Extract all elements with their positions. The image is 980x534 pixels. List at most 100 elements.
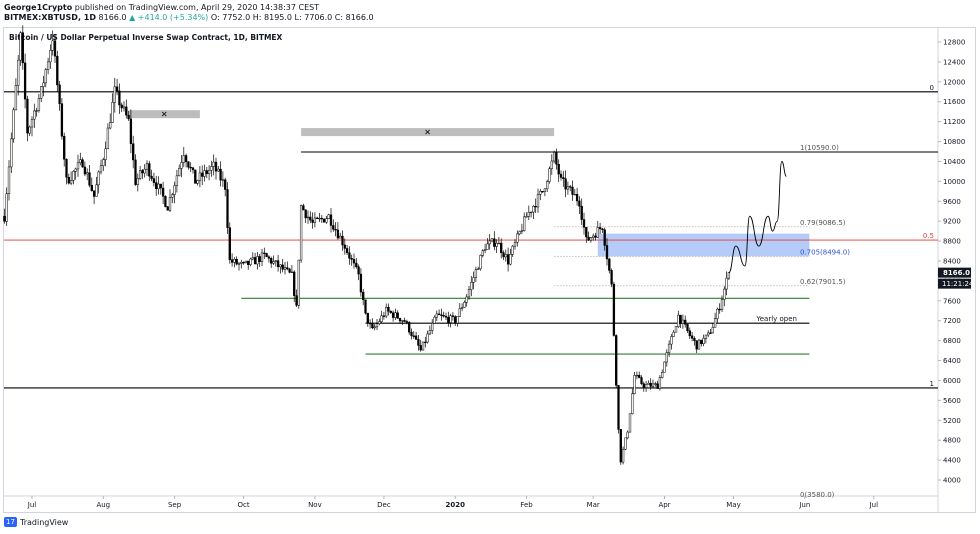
candle-body-down: [585, 227, 588, 238]
candle-body-up: [456, 316, 459, 324]
candle: [184, 153, 188, 168]
candle: [518, 230, 521, 236]
candle-body-down: [164, 196, 167, 207]
price-tick-label: 5600: [943, 397, 961, 405]
time-tick-label: Nov: [308, 501, 322, 509]
golden-pocket-zone[interactable]: [597, 233, 810, 257]
candle-body-down: [127, 114, 130, 120]
candle: [573, 189, 576, 196]
candle: [164, 195, 167, 208]
candle-body-down: [309, 216, 312, 221]
candle-body-up: [654, 383, 657, 385]
candle-body-up: [633, 375, 636, 394]
candle-body-up: [138, 170, 142, 179]
candle: [394, 308, 397, 321]
candle: [628, 413, 632, 433]
current-price-tag[interactable]: 8166.0 11:21:24: [938, 267, 974, 289]
candle-body-up: [573, 194, 576, 196]
candle-body-up: [497, 242, 501, 245]
candle-body-down: [605, 245, 609, 260]
candle: [17, 55, 20, 96]
candle: [447, 311, 450, 327]
tradingview-logo-icon[interactable]: 17: [4, 517, 17, 527]
candle: [23, 53, 27, 109]
candle-body-down: [578, 200, 581, 207]
tradingview-brand[interactable]: TradingView: [20, 517, 69, 527]
price-tick-label: 10400: [943, 158, 965, 166]
candle-body-down: [555, 152, 558, 165]
marker-bar[interactable]: [301, 128, 555, 137]
candle-body-up: [306, 216, 310, 219]
candle-body-up: [212, 161, 215, 167]
candle: [309, 211, 312, 224]
candle: [391, 310, 395, 322]
publish-line: published on TradingView.com, April 29, …: [74, 3, 320, 12]
candle: [217, 165, 220, 172]
candle-body-up: [548, 168, 551, 182]
candle-body-down: [391, 312, 395, 318]
symbol-name[interactable]: BITMEX:XBTUSD, 1D: [4, 13, 96, 22]
time-tick-label: Aug: [96, 501, 110, 509]
candle: [601, 227, 604, 234]
candle-body-up: [589, 237, 593, 241]
candle: [585, 226, 588, 243]
candle-body-up: [249, 258, 252, 265]
candle: [318, 212, 321, 222]
level-label: 0: [930, 84, 934, 92]
time-axis[interactable]: Jul Aug Sep Oct Nov Dec 2020 Feb Mar Apr May Jun Jul: [4, 495, 938, 509]
candle: [631, 388, 634, 415]
candle-body-up: [520, 230, 524, 232]
candle-series[interactable]: [3, 25, 731, 465]
candle-body-down: [23, 62, 27, 100]
candle-body-down: [559, 173, 563, 178]
candle: [608, 257, 611, 274]
candle-body-up: [378, 321, 381, 324]
candle: [299, 204, 303, 263]
candle-body-up: [76, 162, 80, 170]
candle-body-down: [638, 374, 641, 378]
author-name[interactable]: George1Crypto: [4, 3, 73, 12]
horizontal-levels[interactable]: 0 0.5 Yearly open 1: [4, 84, 938, 389]
candle: [589, 237, 593, 243]
projection-path[interactable]: [728, 161, 787, 274]
candle: [322, 218, 326, 223]
candle: [109, 113, 112, 130]
candle-body-down: [150, 175, 153, 179]
candle: [580, 198, 583, 225]
candle-body-down: [424, 341, 427, 344]
candle: [95, 176, 98, 197]
candle: [686, 323, 689, 333]
candle-body-up: [426, 333, 429, 343]
candle-body-up: [566, 186, 570, 190]
candle: [511, 244, 514, 257]
price-tick-label: 11600: [943, 98, 965, 106]
marker-bar[interactable]: [128, 110, 200, 119]
candle: [435, 310, 438, 322]
candle-body-up: [713, 318, 717, 328]
candle: [677, 310, 680, 329]
candle: [493, 231, 496, 251]
candle-body-up: [109, 122, 112, 129]
candle-body-up: [658, 377, 662, 389]
price-tick-label: 8400: [943, 258, 961, 266]
candle-body-up: [297, 259, 300, 306]
candle: [716, 307, 719, 323]
time-tick-label: Mar: [587, 501, 600, 509]
candle-body-down: [454, 316, 457, 324]
candle: [336, 222, 340, 240]
candle-body-up: [173, 185, 176, 195]
candle-body-up: [511, 245, 514, 255]
candle: [311, 212, 314, 229]
fib-retracement[interactable]: 1(10590.0) 0.79(9086.5) 0.705(8494.0) 0.62(…: [554, 144, 850, 499]
candle-body-up: [518, 231, 521, 235]
candle-body-up: [677, 314, 680, 328]
candle: [460, 303, 464, 312]
candle-body-down: [444, 315, 448, 318]
price-tag-box: [938, 267, 971, 278]
candle: [97, 170, 100, 194]
candle: [504, 249, 507, 262]
candle-body-down: [447, 316, 450, 323]
candle: [456, 315, 459, 327]
candle: [286, 261, 289, 271]
